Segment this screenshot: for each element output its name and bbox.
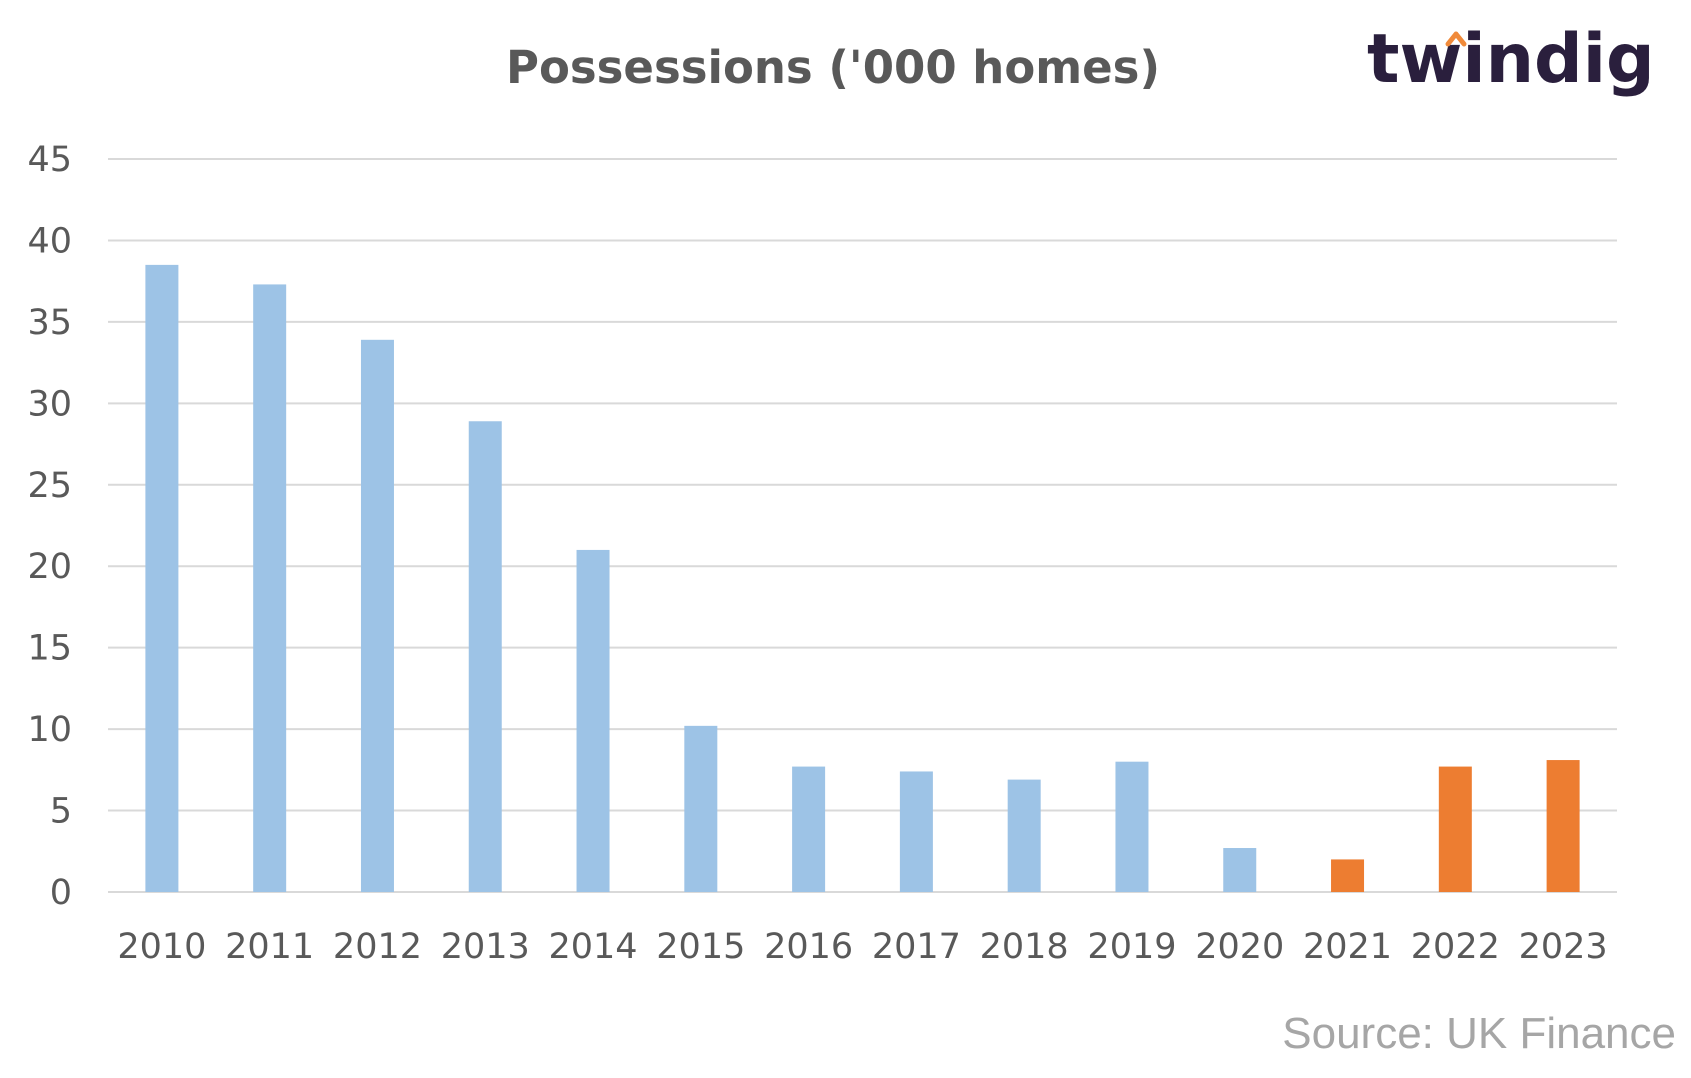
y-tick-label: 10: [27, 710, 72, 750]
bar-2023: [1546, 760, 1580, 892]
x-axis-ticks: 2010 2011 2012 2013 2014 2015 2016 2017 2018 2019…: [117, 927, 1607, 967]
x-tick-label: 2020: [1195, 927, 1284, 967]
x-tick-label: 2017: [872, 927, 961, 967]
y-tick-label: 40: [27, 221, 72, 261]
bar-2012: [360, 339, 394, 893]
brand-caret-icon: [1445, 31, 1467, 47]
bar-2011: [253, 284, 287, 892]
x-tick-label: 2023: [1519, 927, 1608, 967]
bars: [145, 264, 1580, 893]
bar-2015: [684, 725, 718, 892]
bar-2016: [792, 766, 826, 892]
x-tick-label: 2018: [980, 927, 1069, 967]
y-tick-label: 0: [50, 873, 72, 913]
y-tick-label: 5: [50, 792, 72, 832]
y-axis-ticks: 0 5 10 15 20 25 30 35 40 45: [27, 140, 72, 913]
bar-2021: [1331, 859, 1365, 892]
source-note: Source: UK Finance: [1282, 1009, 1676, 1058]
x-tick-label: 2021: [1303, 927, 1392, 967]
x-tick-label: 2011: [225, 927, 314, 967]
bar-2020: [1223, 848, 1257, 892]
chart-title: Possessions ('000 homes): [506, 41, 1160, 94]
x-tick-label: 2013: [441, 927, 530, 967]
x-tick-label: 2022: [1411, 927, 1500, 967]
y-tick-label: 15: [27, 629, 72, 669]
y-tick-label: 35: [27, 303, 72, 343]
twindig-logo: twindig: [1367, 20, 1655, 99]
x-tick-label: 2016: [764, 927, 853, 967]
bar-2014: [576, 549, 610, 892]
x-tick-label: 2010: [117, 927, 206, 967]
y-tick-label: 30: [27, 384, 72, 424]
x-tick-label: 2012: [333, 927, 422, 967]
bar-2022: [1438, 766, 1472, 892]
gridlines: [108, 158, 1617, 893]
y-tick-label: 25: [27, 466, 72, 506]
bar-2013: [468, 421, 502, 892]
bar-2017: [899, 771, 933, 892]
bar-2010: [145, 264, 179, 892]
x-tick-label: 2014: [548, 927, 637, 967]
x-tick-label: 2019: [1087, 927, 1176, 967]
y-tick-label: 20: [27, 547, 72, 587]
x-tick-label: 2015: [656, 927, 745, 967]
bar-2018: [1007, 779, 1041, 892]
bar-2019: [1115, 761, 1149, 892]
brand-wordmark: twindig: [1367, 20, 1655, 99]
y-tick-label: 45: [27, 140, 72, 180]
